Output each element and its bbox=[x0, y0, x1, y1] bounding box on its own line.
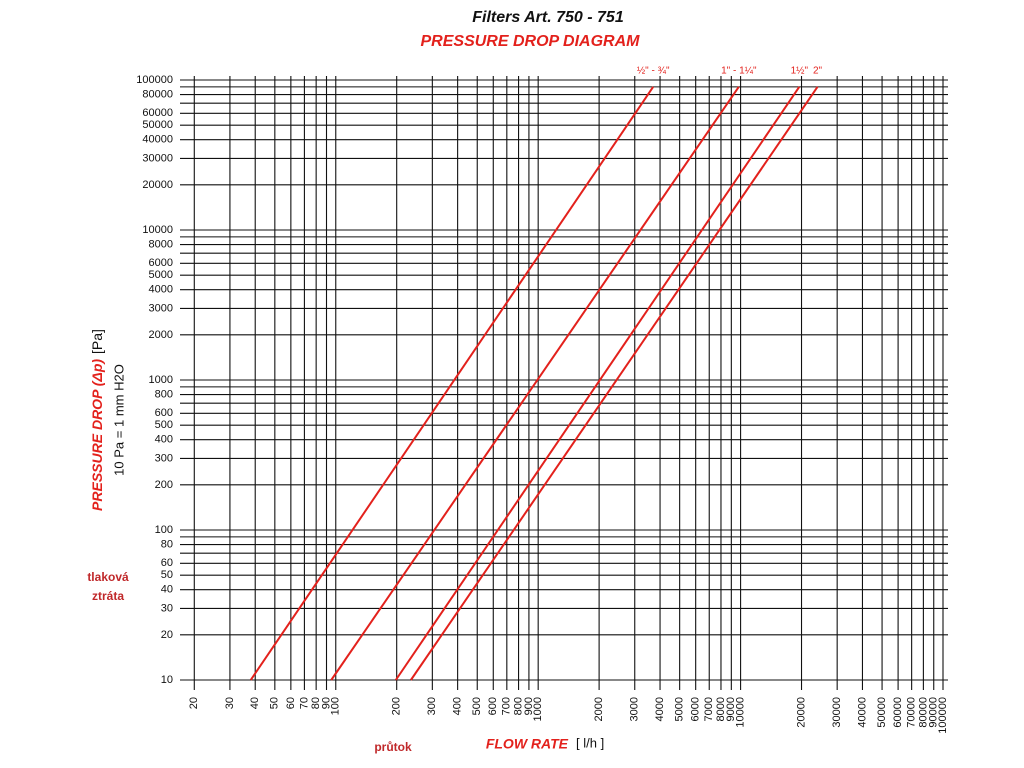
x-tick-label: 900 bbox=[523, 697, 535, 715]
x-tick-label: 500 bbox=[471, 697, 483, 715]
x-tick-label: 8000 bbox=[715, 697, 727, 721]
series-label: 1½" bbox=[791, 66, 809, 77]
x-tick-label: 80000 bbox=[917, 697, 929, 728]
y-unit: [Pa] bbox=[89, 329, 105, 354]
x-tick-label: 700 bbox=[501, 697, 513, 715]
y-tick-label: 8000 bbox=[149, 238, 173, 250]
x-tick-label: 7000 bbox=[703, 697, 715, 721]
y-tick-label: 30000 bbox=[142, 152, 173, 164]
series-line bbox=[394, 86, 801, 681]
y-tick-label: 6000 bbox=[149, 257, 173, 269]
x-tick-label: 70000 bbox=[906, 697, 918, 728]
x-tick-label: 100000 bbox=[937, 697, 949, 734]
x-tick-label: 5000 bbox=[674, 697, 686, 721]
x-tick-label: 400 bbox=[452, 697, 464, 715]
x-tick-label: 50 bbox=[269, 697, 281, 709]
y-tick-label: 5000 bbox=[149, 269, 173, 281]
y-annotation: ztráta bbox=[92, 589, 124, 603]
x-tick-label: 40 bbox=[249, 697, 261, 709]
x-tick-label: 10000 bbox=[734, 697, 746, 728]
y-tick-label: 60000 bbox=[142, 107, 173, 119]
x-tick-label: 70 bbox=[298, 697, 310, 709]
y-note: 10 Pa = 1 mm H2O bbox=[111, 364, 126, 476]
y-tick-label: 50000 bbox=[142, 119, 173, 131]
y-tick-label: 20000 bbox=[142, 179, 173, 191]
x-tick-label: 800 bbox=[512, 697, 524, 715]
x-tick-label: 300 bbox=[426, 697, 438, 715]
series-line bbox=[330, 86, 740, 681]
y-tick-label: 40 bbox=[161, 584, 173, 596]
x-tick-label: 4000 bbox=[654, 697, 666, 721]
y-tick-label: 80000 bbox=[142, 88, 173, 100]
series-line bbox=[410, 86, 819, 681]
x-tick-label: 50000 bbox=[876, 697, 888, 728]
x-unit: [ l/h ] bbox=[576, 735, 604, 750]
x-tick-label: 6000 bbox=[690, 697, 702, 721]
series-label: ½" - ¾" bbox=[637, 66, 670, 77]
y-tick-label: 600 bbox=[155, 407, 173, 419]
x-tick-label: 30000 bbox=[831, 697, 843, 728]
y-tick-label: 2000 bbox=[149, 329, 173, 341]
series-line bbox=[249, 86, 655, 681]
y-tick-label: 40000 bbox=[142, 134, 173, 146]
y-tick-label: 20 bbox=[161, 629, 173, 641]
x-tick-label: 90000 bbox=[928, 697, 940, 728]
y-axis-title: PRESSURE DROP (Δp) [Pa] bbox=[89, 329, 105, 511]
x-label: FLOW RATE bbox=[486, 736, 569, 752]
series-label: 1" - 1¼" bbox=[721, 65, 757, 77]
y-label: PRESSURE DROP (Δp) bbox=[89, 359, 105, 511]
x-tick-label: 40000 bbox=[856, 697, 868, 728]
y-tick-label: 800 bbox=[155, 388, 173, 400]
x-tick-label: 30 bbox=[224, 697, 236, 709]
x-tick-label: 60 bbox=[285, 697, 297, 709]
x-tick-label: 600 bbox=[487, 697, 499, 715]
x-tick-label: 20 bbox=[188, 697, 200, 709]
y-tick-label: 80 bbox=[161, 538, 173, 550]
y-tick-label: 60 bbox=[161, 557, 173, 569]
y-tick-label: 1000 bbox=[149, 374, 173, 386]
y-tick-label: 100000 bbox=[136, 74, 173, 86]
y-tick-label: 30 bbox=[161, 602, 173, 614]
x-tick-label: 9000 bbox=[725, 697, 737, 721]
y-tick-label: 500 bbox=[155, 419, 173, 431]
y-tick-label: 3000 bbox=[149, 302, 173, 314]
x-tick-label: 200 bbox=[391, 697, 403, 715]
x-tick-label: 1000 bbox=[532, 697, 544, 721]
y-tick-label: 4000 bbox=[149, 284, 173, 296]
x-annotation: průtok bbox=[374, 740, 412, 754]
x-tick-label: 20000 bbox=[795, 697, 807, 728]
x-tick-label: 3000 bbox=[629, 697, 641, 721]
x-tick-label: 80 bbox=[310, 697, 322, 709]
x-tick-label: 100 bbox=[330, 697, 342, 715]
x-tick-label: 60000 bbox=[892, 697, 904, 728]
chart-subtitle: PRESSURE DROP DIAGRAM bbox=[421, 33, 641, 50]
y-tick-label: 400 bbox=[155, 434, 173, 446]
y-tick-label: 10000 bbox=[142, 224, 173, 236]
x-tick-label: 90 bbox=[320, 697, 332, 709]
x-tick-label: 2000 bbox=[593, 697, 605, 721]
y-tick-label: 100 bbox=[155, 524, 173, 536]
series-label: 2" bbox=[813, 66, 823, 77]
y-tick-label: 300 bbox=[155, 452, 173, 464]
y-tick-label: 200 bbox=[155, 479, 173, 491]
chart-title: Filters Art. 750 - 751 bbox=[472, 9, 624, 26]
y-tick-label: 50 bbox=[161, 569, 173, 581]
y-annotation: tlaková bbox=[87, 570, 129, 584]
y-tick-label: 10 bbox=[161, 674, 173, 686]
